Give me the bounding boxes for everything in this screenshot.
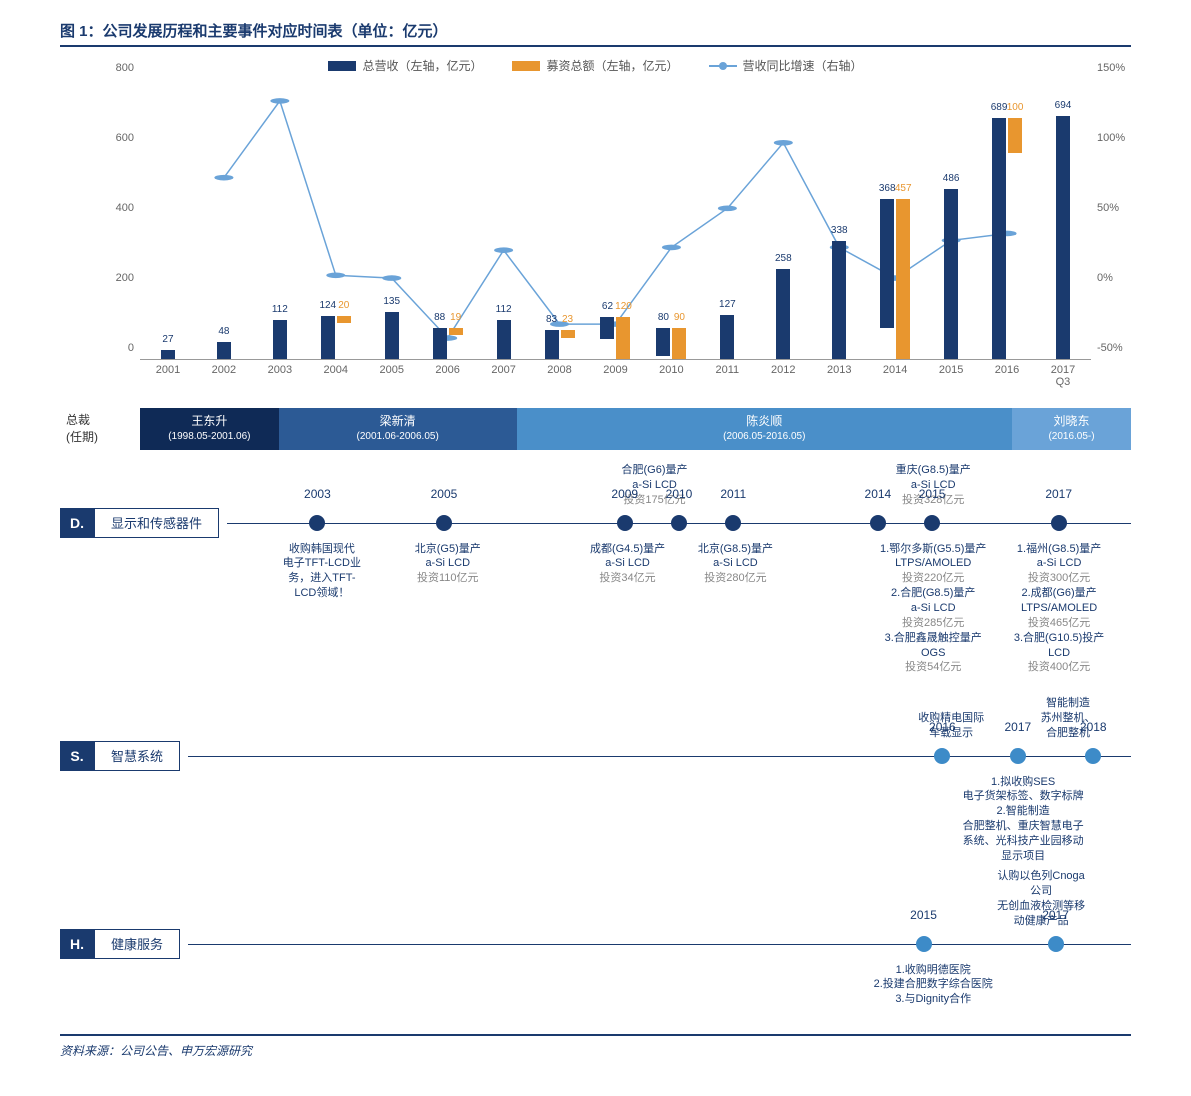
source: 资料来源：公司公告、申万宏源研究: [60, 1034, 1131, 1060]
source-text: 资料来源：公司公告、申万宏源研究: [60, 1044, 252, 1058]
legend-fund-swatch: [512, 61, 540, 71]
president-timeline: 总裁 (任期) 王东升(1998.05-2001.06)梁新清(2001.06-…: [60, 408, 1131, 450]
y-axis-right: -50%0%50%100%150%: [1091, 80, 1141, 360]
y-axis-left: 0200400600800: [100, 80, 140, 360]
title-text: 图 1：公司发展历程和主要事件对应时间表（单位：亿元）: [60, 20, 448, 41]
tracks: 合肥(G6)量产a-Si LCD投资175亿元重庆(G8.5)量产a-Si LC…: [60, 468, 1131, 1014]
legend-fund: 募资总额（左轴，亿元）: [512, 57, 678, 74]
legend-fund-label: 募资总额（左轴，亿元）: [546, 57, 678, 74]
figure-title: 图 1：公司发展历程和主要事件对应时间表（单位：亿元）: [60, 20, 1131, 47]
president-bars: 王东升(1998.05-2001.06)梁新清(2001.06-2006.05)…: [140, 408, 1131, 450]
legend-revenue-label: 总营收（左轴，亿元）: [362, 57, 482, 74]
plot-area: 2748112124201358819112832362120809012725…: [140, 80, 1091, 360]
legend-growth-label: 营收同比增速（右轴）: [743, 57, 863, 74]
legend-revenue: 总营收（左轴，亿元）: [328, 57, 482, 74]
president-label: 总裁 (任期): [60, 408, 140, 450]
legend-growth: 营收同比增速（右轴）: [709, 57, 863, 74]
x-axis: 2001200220032004200520062007200820092010…: [140, 360, 1091, 400]
legend: 总营收（左轴，亿元） 募资总额（左轴，亿元） 营收同比增速（右轴）: [60, 57, 1131, 74]
legend-growth-swatch: [709, 65, 737, 67]
legend-revenue-swatch: [328, 61, 356, 71]
chart: 0200400600800 -50%0%50%100%150% 27481121…: [140, 80, 1091, 400]
